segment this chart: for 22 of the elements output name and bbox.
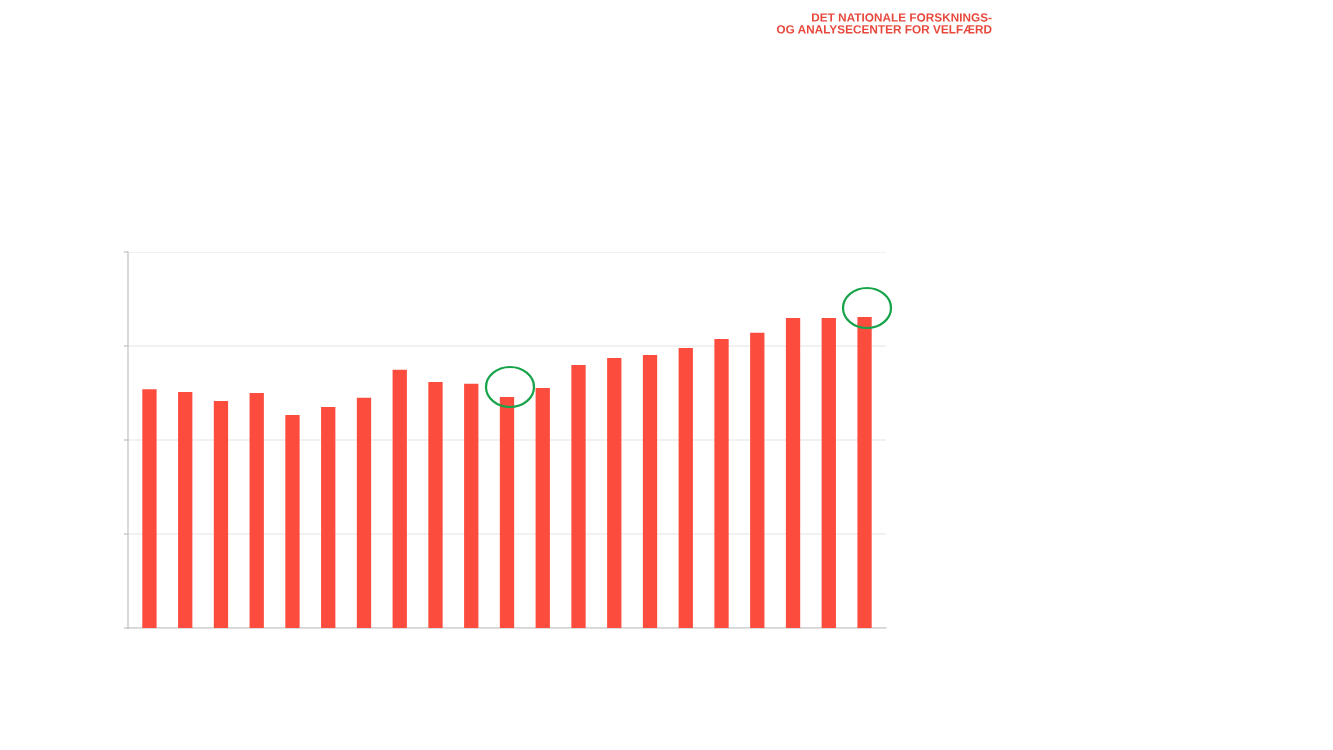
- bar: [428, 382, 443, 628]
- bar: [535, 387, 550, 628]
- bar: [821, 317, 836, 628]
- bar: [678, 348, 693, 628]
- bar: [321, 406, 336, 628]
- text: DET NATIONALE FORSKNINGS- OG ANALYSECENTER FOR VELFÆRD: [776, 13, 992, 34]
- bar: [750, 332, 765, 628]
- bar: [392, 369, 407, 628]
- bar: [607, 358, 622, 628]
- bar: [249, 392, 264, 628]
- bar: [857, 317, 872, 628]
- bar: [642, 354, 658, 628]
- bar: [356, 397, 372, 628]
- bar: [464, 383, 479, 628]
- bar: [714, 339, 729, 628]
- bar: [178, 391, 193, 628]
- bar: [785, 317, 801, 628]
- bar: [142, 389, 157, 628]
- bar: [285, 414, 300, 628]
- bar: [213, 400, 229, 628]
- bar: [571, 364, 586, 628]
- bar: [499, 396, 515, 628]
